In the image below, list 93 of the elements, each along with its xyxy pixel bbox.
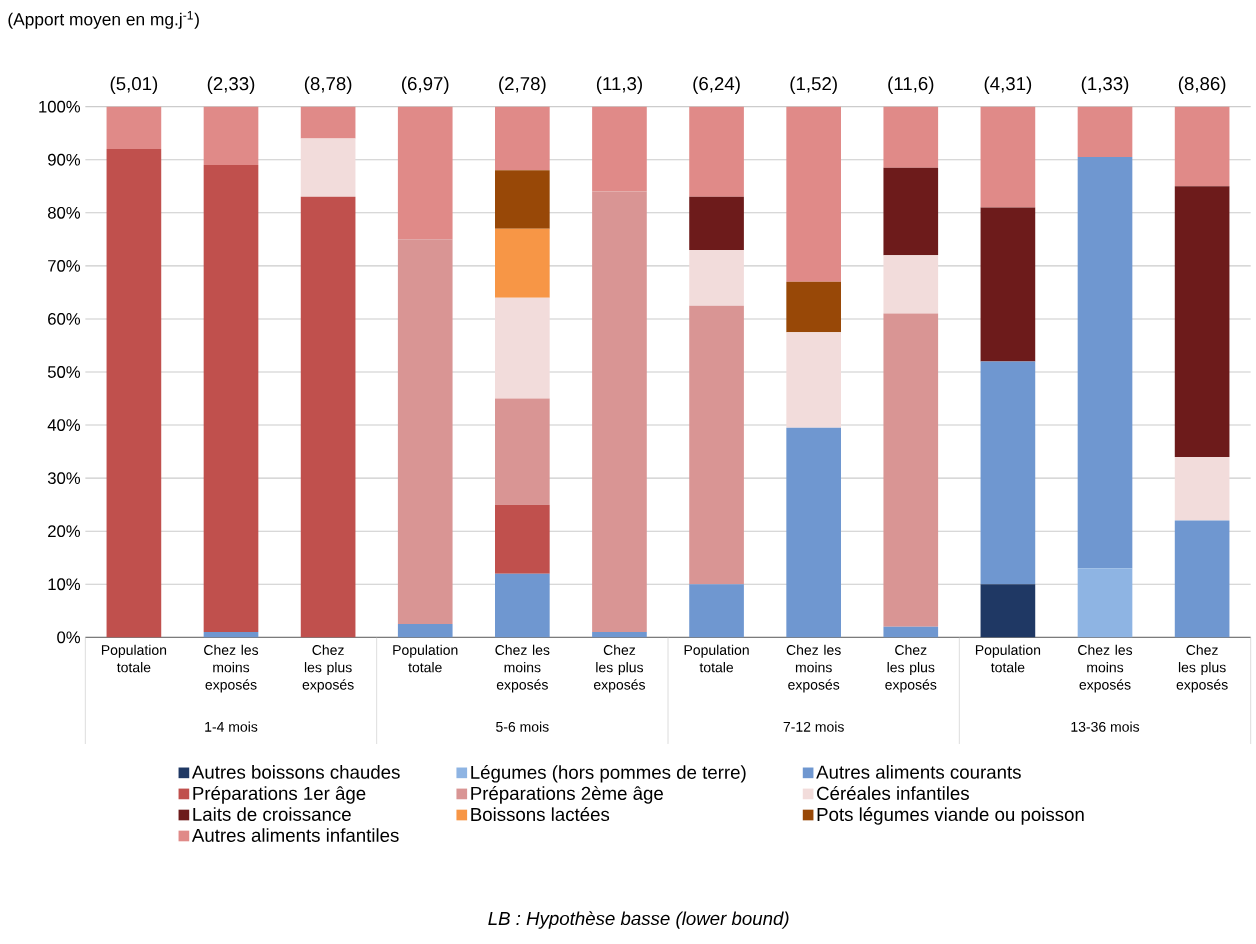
legend-label: Céréales infantiles xyxy=(817,786,969,800)
bar xyxy=(106,106,162,150)
bar xyxy=(980,584,1036,638)
y-tick-label: 20% xyxy=(48,525,81,538)
bar xyxy=(689,106,744,197)
bar xyxy=(397,624,453,638)
bar xyxy=(495,106,550,171)
x-tick-label: Population totale xyxy=(393,644,458,673)
text: (4,31) xyxy=(984,76,1032,94)
bar xyxy=(689,196,744,250)
bar xyxy=(883,313,939,627)
bar xyxy=(300,106,356,139)
bar xyxy=(689,305,744,585)
bar xyxy=(495,170,550,229)
bar xyxy=(495,297,550,399)
x-tick-label: Population totale xyxy=(684,644,749,673)
chart-title: (Apport moyen en mg.j$^{-1}$) xyxy=(8,11,199,29)
text: 13-36 mois xyxy=(1071,721,1140,732)
bar xyxy=(203,165,259,633)
bar xyxy=(689,249,744,306)
bar xyxy=(786,106,842,282)
text: (8,78) xyxy=(304,76,352,94)
text: (2,78) xyxy=(499,76,546,94)
text: (5,01) xyxy=(110,76,158,94)
y-tick-label: 60% xyxy=(48,313,81,325)
legend-label: Laits de croissance xyxy=(193,807,351,821)
bar xyxy=(1174,520,1230,638)
bar xyxy=(883,167,939,256)
bar xyxy=(1174,106,1230,187)
y-tick-label: 40% xyxy=(47,419,81,431)
legend-label: Autres aliments infantiles xyxy=(191,828,399,842)
x-tick-label: Chez les plus exposés xyxy=(302,644,354,693)
text: (11,3) xyxy=(596,76,642,94)
bar xyxy=(1174,456,1230,521)
text: 1-4 mois xyxy=(205,721,258,732)
bar xyxy=(495,573,550,638)
bar xyxy=(592,632,647,638)
text: (1,33) xyxy=(1081,76,1129,94)
legend-label: Préparations 1er âge xyxy=(193,786,366,804)
legend-label: Autres aliments courants xyxy=(816,765,1021,779)
y-tick-label: 70% xyxy=(48,259,81,272)
text: 7-12 mois xyxy=(783,721,844,732)
bar xyxy=(203,632,259,638)
y-tick-label: 100% xyxy=(39,100,81,113)
x-tick-label: Chez les moins exposés xyxy=(495,644,550,693)
bar xyxy=(883,106,939,168)
text: (6,24) xyxy=(693,76,740,94)
text: LB : Hypothèse basse (lower bound) xyxy=(488,911,789,929)
legend-label: Boissons lactées xyxy=(471,807,610,822)
y-tick-label: 10% xyxy=(48,578,81,591)
bar xyxy=(495,228,550,298)
y-tick-label: 90% xyxy=(48,153,81,166)
x-tick-label: Chez les plus exposés xyxy=(885,644,937,693)
legend-label: Légumes (hors pommes de terre) xyxy=(471,764,746,783)
legend-label: Préparations 2ème âge xyxy=(471,786,663,804)
y-tick-label: 50% xyxy=(47,366,81,378)
x-tick-label: Population totale xyxy=(101,644,167,673)
text: (1,52) xyxy=(790,76,837,94)
text: (6,97) xyxy=(402,76,449,94)
text: (8,86) xyxy=(1178,76,1226,94)
bar xyxy=(495,398,550,505)
bar xyxy=(980,207,1036,362)
bar xyxy=(883,255,939,314)
bar xyxy=(786,281,842,333)
bar xyxy=(883,626,939,638)
x-tick-label: Chez les moins exposés xyxy=(204,644,259,693)
bar xyxy=(106,149,162,638)
bar xyxy=(300,138,356,197)
bar xyxy=(980,361,1036,585)
x-tick-label: Population totale xyxy=(975,644,1041,673)
y-tick-label: 80% xyxy=(48,206,81,219)
bar xyxy=(689,584,744,638)
bar xyxy=(786,332,842,428)
bar xyxy=(495,504,550,574)
bar xyxy=(300,196,356,638)
bar xyxy=(203,106,259,166)
legend-label: Pots légumes viande ou poisson xyxy=(817,807,1084,825)
bar xyxy=(980,106,1036,208)
x-tick-label: Chez les moins exposés xyxy=(1078,644,1133,693)
text: 5-6 mois xyxy=(496,721,549,732)
x-tick-label: Chez les plus exposés xyxy=(593,644,645,693)
x-tick-label: Chez les moins exposés xyxy=(786,644,841,693)
text: (11,6) xyxy=(888,76,934,94)
text: (2,33) xyxy=(207,76,255,94)
y-tick-label: 30% xyxy=(47,472,81,485)
bar xyxy=(1174,186,1230,457)
bar xyxy=(1077,157,1133,569)
legend-label: Autres boissons chaudes xyxy=(191,765,400,779)
bar xyxy=(1077,568,1133,638)
bar xyxy=(1077,106,1133,158)
x-tick-label: Chez les plus exposés xyxy=(1176,644,1228,693)
bar xyxy=(786,427,842,638)
y-tick-label: 0% xyxy=(57,631,81,644)
